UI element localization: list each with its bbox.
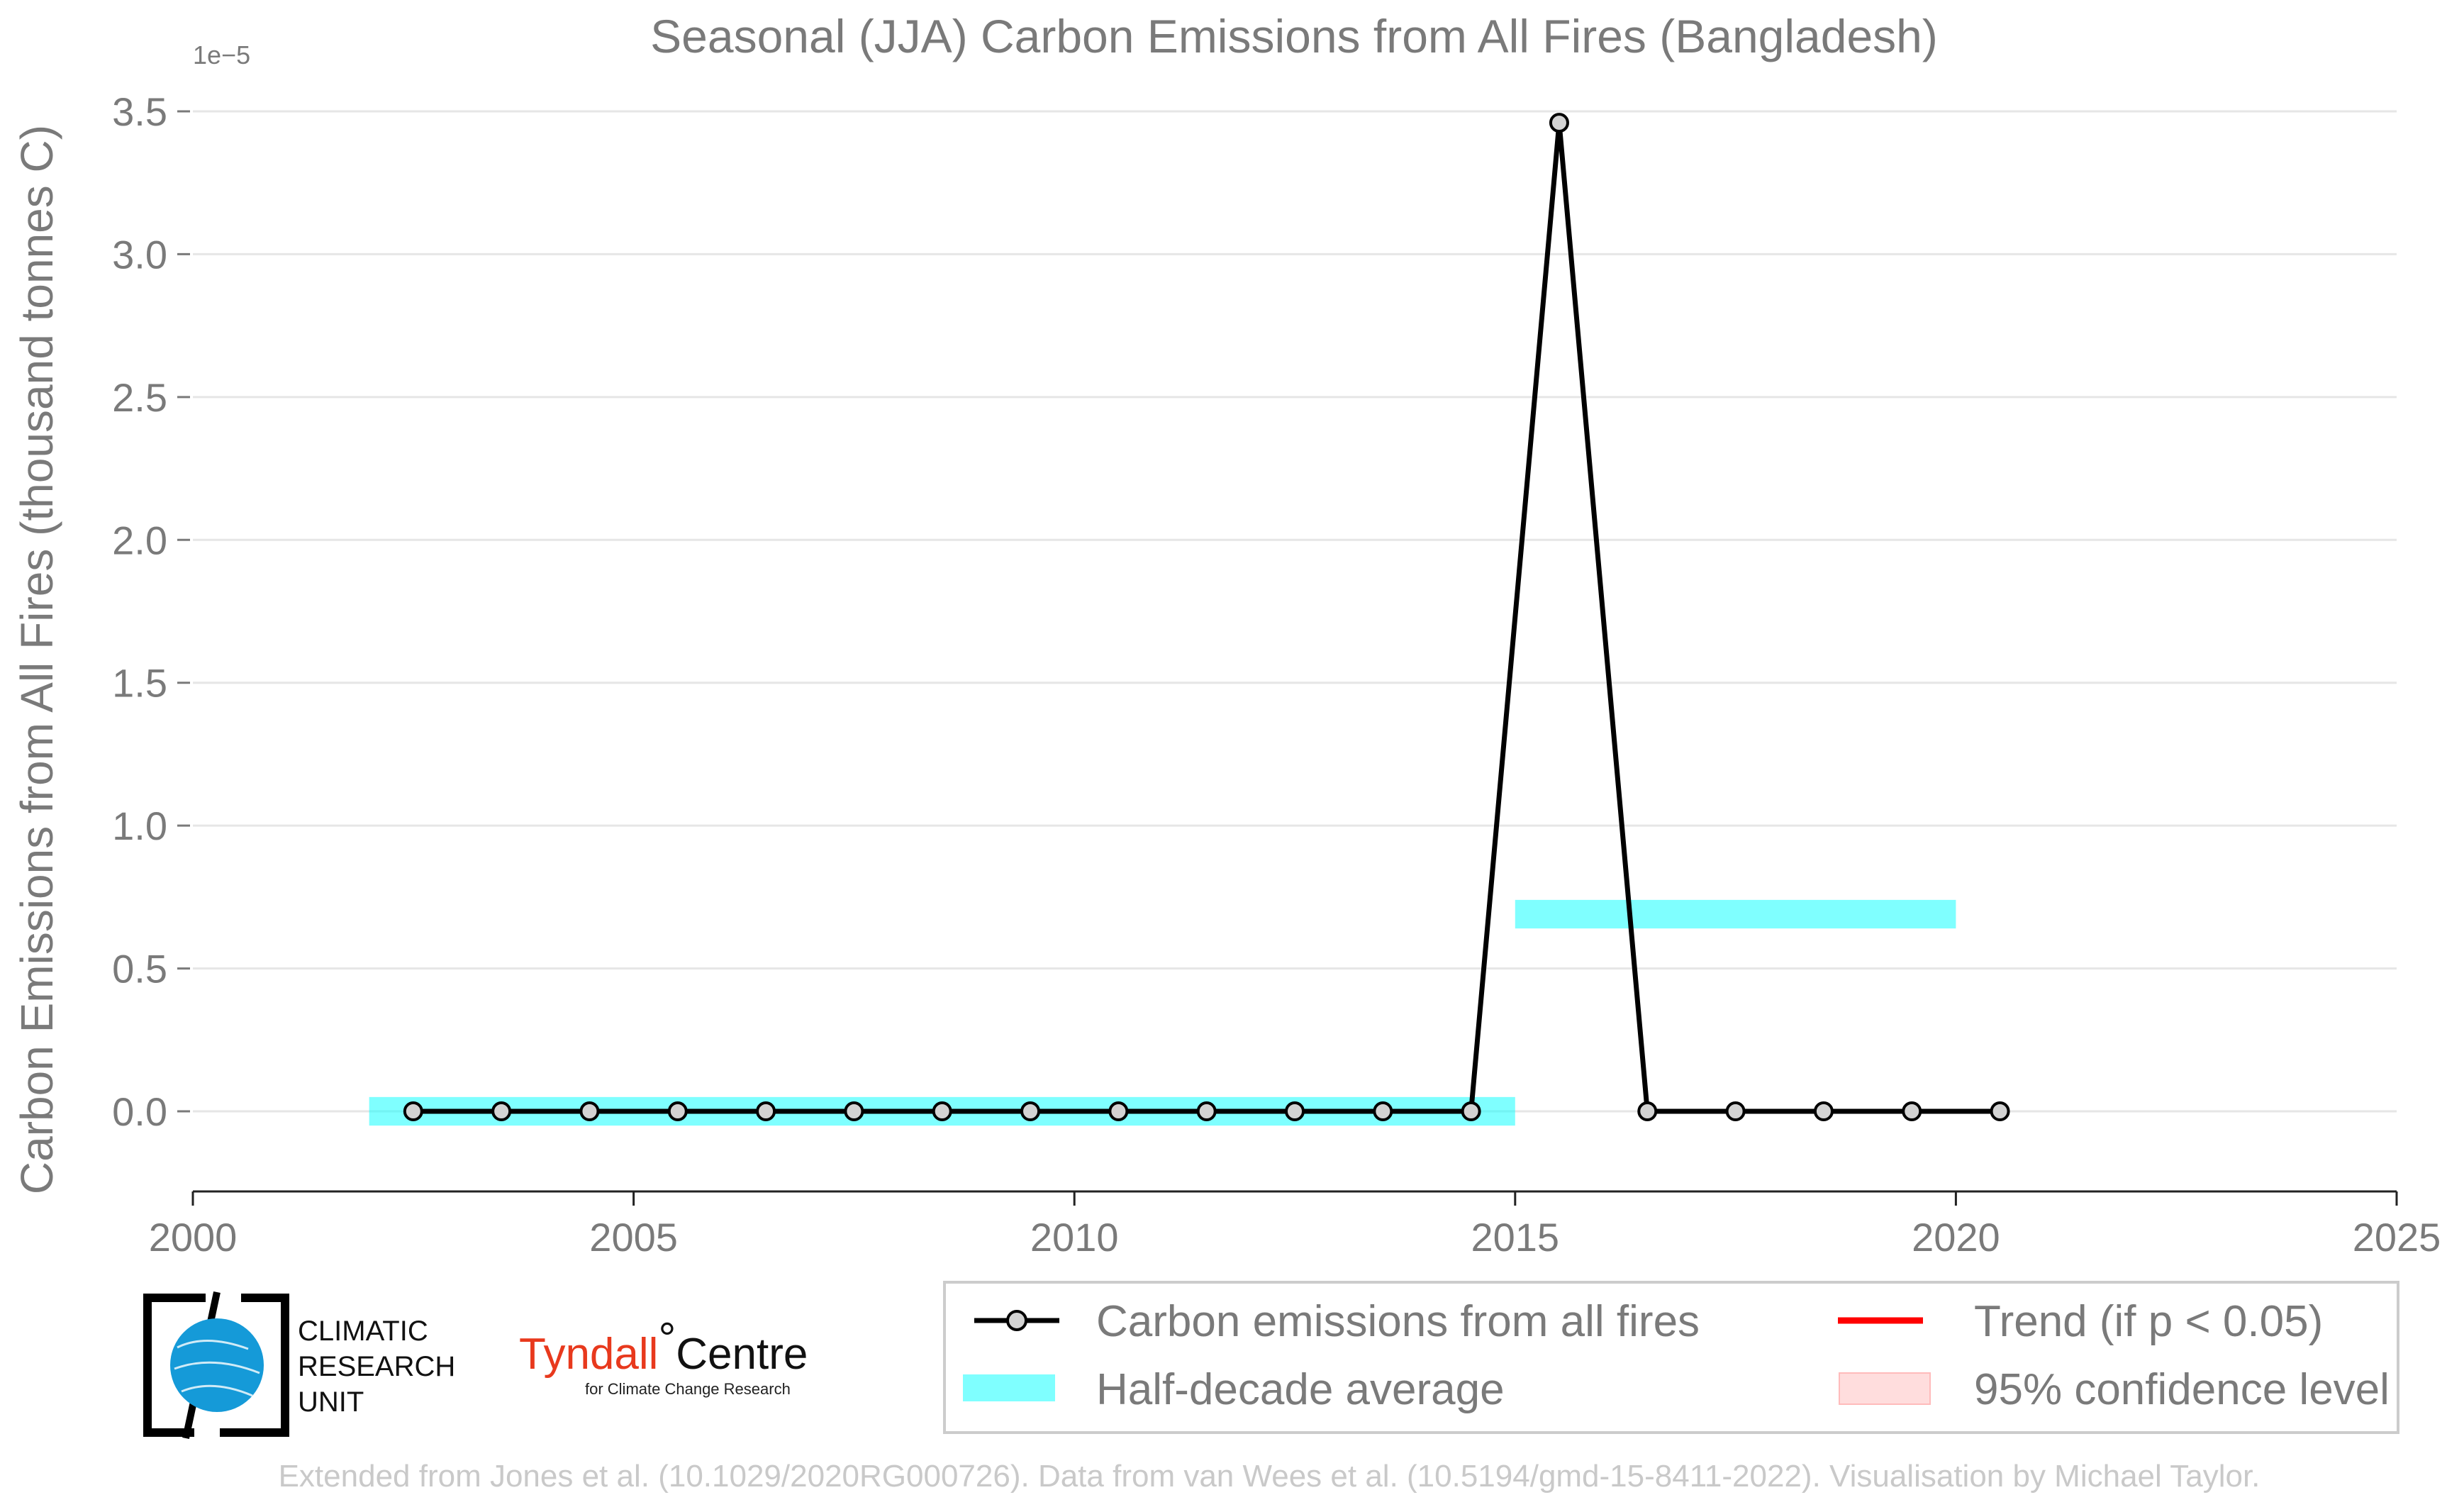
series-line-1 (413, 122, 2000, 1114)
cru-logo-text-line1: CLIMATIC (298, 1316, 428, 1347)
x-tick-label-2020: 2020 (1912, 1215, 2000, 1260)
data-point-2011.5 (1196, 1101, 1217, 1121)
x-tick-label-2015: 2015 (1471, 1215, 1560, 1260)
chart-title: Seasonal (JJA) Carbon Emissions from All… (650, 10, 1938, 62)
y-tick-label-1.5: 1.5 (112, 661, 167, 706)
x-tick-label-2005: 2005 (589, 1215, 678, 1260)
gridlines (193, 110, 2397, 1113)
data-point-2015.5 (1549, 113, 1569, 133)
legend-frame (943, 1281, 2399, 1434)
data-point-2014.5 (1461, 1101, 1481, 1121)
data-point-2017.5 (1725, 1101, 1746, 1121)
legend: Carbon emissions from all fires Trend (i… (943, 1281, 2399, 1434)
data-point-2018.5 (1813, 1101, 1834, 1121)
x-tick-label-2010: 2010 (1030, 1215, 1119, 1260)
y-tick-label-2.5: 2.5 (112, 375, 167, 420)
data-point-2008.5 (932, 1101, 952, 1121)
y-tick-label-0.5: 0.5 (112, 947, 167, 991)
data-point-2003.5 (491, 1101, 512, 1121)
legend-key-confidence (1839, 1372, 1931, 1405)
data-point-2010.5 (1108, 1101, 1129, 1121)
cru-logo: CLIMATIC RESEARCH UNIT (143, 1291, 455, 1440)
tyndall-logo-degree: ° (658, 1314, 676, 1363)
y-tick-label-0.0: 0.0 (112, 1089, 167, 1134)
data-point-2002.5 (403, 1101, 423, 1121)
data-point-2012.5 (1285, 1101, 1305, 1121)
tyndall-logo-name: Tyndall (519, 1330, 658, 1379)
data-point-2009.5 (1020, 1101, 1041, 1121)
legend-label-confidence: 95% confidence level (1974, 1365, 2390, 1414)
data-point-2016.5 (1637, 1101, 1658, 1121)
tyndall-logo-text: Tyndall°Centre (519, 1314, 808, 1379)
x-tick-label-2000: 2000 (149, 1215, 238, 1260)
series-carbon-emissions (403, 113, 2010, 1121)
data-point-2006.5 (756, 1101, 776, 1121)
data-point-2013.5 (1373, 1101, 1393, 1121)
y-ticks: 0.0 0.5 1.0 1.5 2.0 2.5 3.0 3.5 (112, 89, 190, 1134)
y-tick-label-3.0: 3.0 (112, 232, 167, 277)
tyndall-logo-centre: Centre (676, 1330, 808, 1379)
globe-swirl-icon (174, 1339, 260, 1397)
half-decade-average-band-2 (1515, 899, 1956, 929)
tyndall-logo: Tyndall°Centre for Climate Change Resear… (519, 1314, 808, 1398)
y-exponent-label: 1e−5 (193, 40, 250, 70)
legend-label-trend: Trend (if p < 0.05) (1974, 1297, 2323, 1346)
half-decade-average-bands (369, 899, 1956, 1126)
legend-label-half-decade: Half-decade average (1096, 1365, 1505, 1414)
x-axis: 2000 2005 2010 2015 2020 2025 (149, 1190, 2441, 1260)
y-tick-label-2.0: 2.0 (112, 518, 167, 562)
data-point-2020.5 (1990, 1101, 2010, 1121)
y-axis-label: Carbon Emissions from All Fires (thousan… (11, 125, 62, 1194)
x-tick-label-2025: 2025 (2353, 1215, 2441, 1260)
legend-key-half-decade (963, 1374, 1055, 1401)
legend-label-series: Carbon emissions from all fires (1096, 1297, 1700, 1346)
tyndall-logo-subtitle: for Climate Change Research (585, 1380, 791, 1398)
data-point-2005.5 (667, 1101, 688, 1121)
cru-logo-bracket-right (220, 1294, 289, 1437)
cru-logo-text-line3: UNIT (298, 1386, 364, 1418)
cru-logo-bracket-left (143, 1294, 206, 1437)
data-point-2007.5 (844, 1101, 864, 1121)
cru-logo-text-line2: RESEARCH (298, 1351, 455, 1382)
y-tick-label-3.5: 3.5 (112, 89, 167, 134)
data-point-2019.5 (1902, 1101, 1922, 1121)
data-point-2004.5 (579, 1101, 600, 1121)
legend-key-series-marker (1006, 1310, 1027, 1331)
credit-line: Extended from Jones et al. (10.1029/2020… (279, 1459, 2260, 1494)
y-tick-label-1.0: 1.0 (112, 804, 167, 848)
